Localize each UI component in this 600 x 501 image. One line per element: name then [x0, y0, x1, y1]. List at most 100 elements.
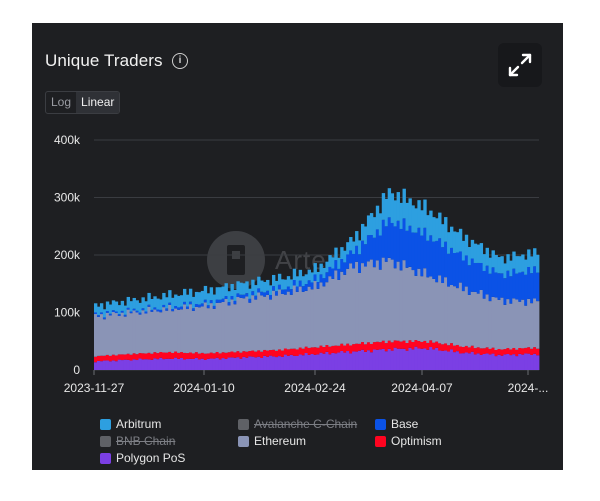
bar-segment-optimism — [310, 347, 314, 354]
bar-segment-arbitrum — [162, 292, 166, 305]
bar-segment-arbitrum — [390, 193, 395, 223]
bar-segment-optimism — [372, 342, 377, 350]
bar-segment-base — [147, 304, 151, 307]
bar-segment-base — [233, 300, 237, 305]
bar-segment-ethereum — [96, 316, 101, 356]
bar-segment-ethereum — [177, 309, 181, 353]
bar-segment-ethereum — [518, 301, 522, 349]
bar-segment-arbitrum — [494, 255, 498, 273]
bar-segment-ethereum — [233, 304, 237, 353]
bar-segment-ethereum — [150, 311, 154, 354]
bar-segment-optimism — [316, 347, 320, 355]
bar-segment-ethereum — [185, 309, 190, 354]
bar-segment-arbitrum — [183, 288, 187, 302]
bar-segment-ethereum — [144, 313, 148, 354]
bar-segment-base — [188, 301, 193, 305]
bar-segment-arbitrum — [372, 217, 377, 238]
bar-segment-ethereum — [168, 304, 172, 352]
bar-segment-polygon-pos — [313, 354, 317, 370]
bar-segment-arbitrum — [209, 287, 214, 301]
legend-item-arbitrum[interactable]: Arbitrum — [100, 417, 161, 431]
bar-segment-ethereum — [313, 281, 317, 348]
bar-segment-arbitrum — [310, 272, 314, 283]
bar-segment-arbitrum — [343, 250, 347, 263]
legend-item-bnb-chain[interactable]: BNB Chain — [100, 434, 175, 448]
legend-item-base[interactable]: Base — [375, 417, 418, 431]
bar-segment-arbitrum — [215, 287, 219, 300]
bar-segment-ethereum — [224, 299, 228, 353]
scale-option-linear[interactable]: Linear — [76, 92, 120, 113]
legend-item-optimism[interactable]: Optimism — [375, 434, 442, 448]
bar-segment-base — [183, 301, 187, 305]
bar-segment-arbitrum — [177, 295, 181, 308]
bar-segment-base — [432, 241, 436, 279]
bar-segment-ethereum — [331, 278, 335, 346]
bar-segment-arbitrum — [420, 210, 424, 236]
bar-segment-arbitrum — [159, 299, 163, 310]
bar-segment-optimism — [533, 347, 537, 354]
info-icon[interactable]: i — [172, 53, 188, 69]
bar-segment-arbitrum — [233, 289, 237, 301]
bar-segment-optimism — [94, 356, 98, 363]
bar-segment-polygon-pos — [426, 349, 430, 370]
legend-item-ethereum[interactable]: Ethereum — [238, 434, 306, 448]
bar-segment-optimism — [203, 353, 208, 360]
bar-segment-ethereum — [375, 260, 380, 342]
bar-segment-base — [435, 240, 439, 283]
bar-segment-polygon-pos — [390, 350, 395, 370]
bar-segment-optimism — [405, 343, 409, 351]
bar-segment-ethereum — [405, 267, 409, 343]
bar-segment-arbitrum — [120, 300, 125, 311]
bar-segment-polygon-pos — [188, 358, 193, 370]
bar-segment-ethereum — [363, 266, 368, 345]
bar-segment-optimism — [375, 341, 380, 350]
bar-segment-polygon-pos — [363, 351, 368, 370]
bar-segment-base — [500, 273, 504, 298]
bar-segment-optimism — [506, 348, 510, 354]
bar-segment-base — [301, 286, 306, 292]
bar-segment-base — [482, 270, 486, 299]
bar-segment-optimism — [263, 349, 267, 356]
bar-segment-ethereum — [215, 302, 219, 352]
bar-segment-ethereum — [183, 304, 187, 353]
bar-segment-base — [168, 302, 172, 305]
bar-segment-ethereum — [467, 294, 472, 348]
bar-segment-arbitrum — [230, 283, 234, 297]
bar-segment-base — [319, 274, 323, 283]
bar-segment-ethereum — [417, 268, 421, 342]
bar-segment-arbitrum — [381, 193, 386, 220]
bar-segment-optimism — [438, 343, 442, 351]
bar-segment-polygon-pos — [521, 354, 525, 370]
bar-segment-arbitrum — [144, 301, 148, 312]
bar-segment-optimism — [144, 353, 148, 360]
bar-segment-arbitrum — [438, 212, 442, 239]
bar-segment-optimism — [117, 354, 122, 360]
bar-segment-arbitrum — [533, 248, 537, 267]
bar-segment-polygon-pos — [301, 355, 306, 370]
bar-segment-ethereum — [325, 282, 329, 346]
bar-segment-arbitrum — [432, 217, 436, 242]
bar-segment-optimism — [488, 348, 492, 355]
bar-segment-arbitrum — [123, 305, 128, 315]
bar-segment-base — [512, 268, 516, 299]
legend-item-polygon-pos[interactable]: Polygon PoS — [100, 451, 185, 465]
bar-segment-base — [473, 262, 478, 292]
bar-segment-ethereum — [343, 274, 347, 346]
scale-option-log[interactable]: Log — [51, 95, 72, 109]
legend-item-avalanche[interactable]: Avalanche C-Chain — [238, 417, 357, 431]
bar-segment-base — [251, 291, 255, 296]
legend-label: Avalanche C-Chain — [254, 417, 358, 431]
bar-segment-polygon-pos — [292, 355, 297, 370]
bar-segment-base — [405, 230, 409, 268]
bar-segment-base — [352, 253, 356, 269]
bar-segment-arbitrum — [512, 251, 516, 269]
bar-segment-optimism — [108, 355, 113, 362]
expand-button[interactable] — [498, 43, 542, 87]
bar-segment-optimism — [426, 342, 430, 350]
bar-segment-polygon-pos — [396, 348, 400, 370]
bar-segment-arbitrum — [168, 290, 172, 303]
bar-segment-base — [150, 309, 154, 312]
bar-segment-polygon-pos — [450, 349, 454, 370]
x-tick-label: 2024-04-07 — [391, 381, 453, 395]
